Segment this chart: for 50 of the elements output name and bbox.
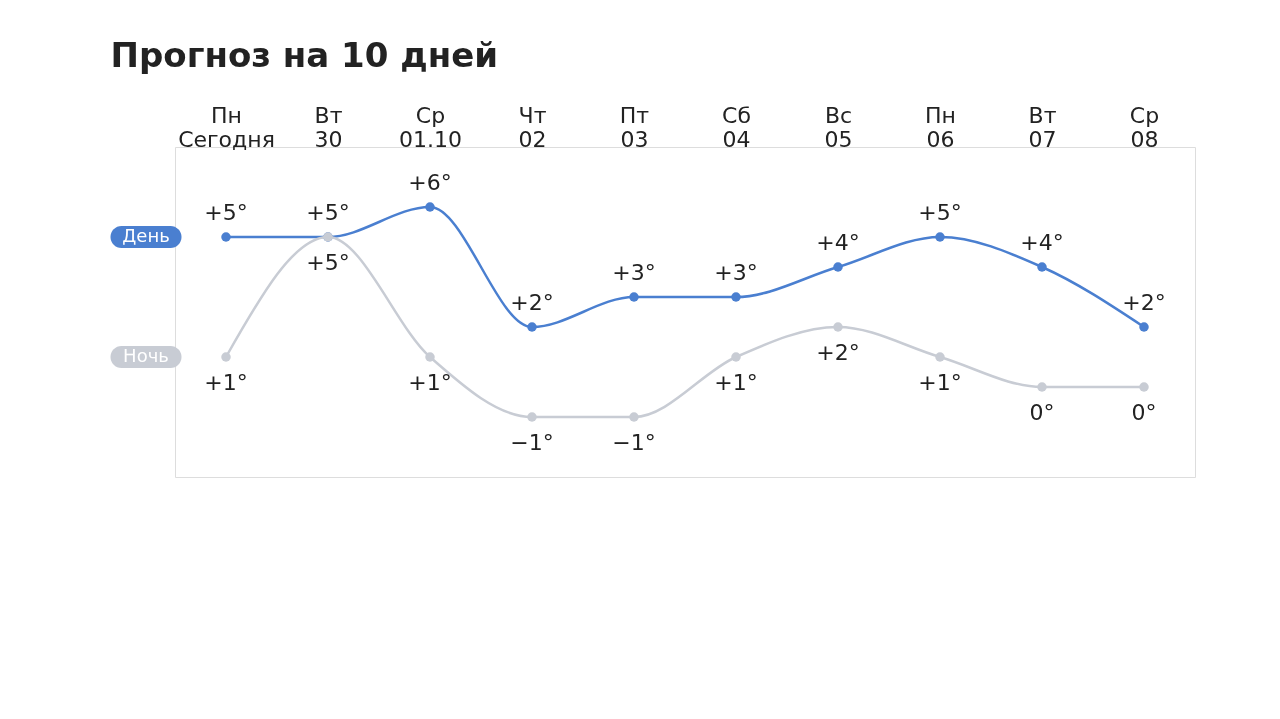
data-label: +6° <box>408 170 452 195</box>
point <box>425 202 435 212</box>
data-label: 0° <box>1131 400 1157 425</box>
point <box>731 292 741 302</box>
data-label: +5° <box>306 250 350 275</box>
data-label: +4° <box>1020 230 1064 255</box>
data-label: +2° <box>1122 290 1166 315</box>
data-label: +2° <box>816 340 860 365</box>
point <box>629 292 639 302</box>
x-tick-label: Пн Сегодня <box>178 102 275 152</box>
x-tick-label: Чт 02 <box>518 102 547 152</box>
point <box>1139 322 1149 332</box>
x-tick-label: Ср 08 <box>1129 102 1160 152</box>
point <box>527 412 537 422</box>
point <box>1037 382 1047 392</box>
point <box>629 412 639 422</box>
data-label: +5° <box>306 200 350 225</box>
data-label: −1° <box>612 430 656 455</box>
data-label: +4° <box>816 230 860 255</box>
text: День <box>122 225 170 246</box>
data-label: 0° <box>1029 400 1055 425</box>
data-label: +1° <box>714 370 758 395</box>
data-label: +3° <box>612 260 656 285</box>
data-label: −1° <box>510 430 554 455</box>
x-tick-label: Вт 30 <box>314 102 343 152</box>
x-tick-label: Ср 01.10 <box>399 102 462 152</box>
point <box>935 232 945 242</box>
point <box>527 322 537 332</box>
point <box>1139 382 1149 392</box>
point <box>935 352 945 362</box>
data-label: +3° <box>714 260 758 285</box>
point <box>1037 262 1047 272</box>
x-tick-label: Вс 05 <box>824 102 853 152</box>
point <box>221 232 231 242</box>
data-label: +1° <box>408 370 452 395</box>
point <box>731 352 741 362</box>
x-tick-label: Пн 06 <box>925 102 956 152</box>
data-label: +5° <box>204 200 248 225</box>
x-tick-label: Вт 07 <box>1028 102 1057 152</box>
point <box>221 352 231 362</box>
x-tick-label: Пт 03 <box>619 102 650 152</box>
data-label: +1° <box>204 370 248 395</box>
chart-title: Прогноз на 10 дней <box>110 35 499 75</box>
data-label: +5° <box>918 200 962 225</box>
data-label: +2° <box>510 290 554 315</box>
point <box>425 352 435 362</box>
x-tick-label: Сб 04 <box>722 102 751 152</box>
data-label: +1° <box>918 370 962 395</box>
point <box>833 262 843 272</box>
point <box>833 322 843 332</box>
